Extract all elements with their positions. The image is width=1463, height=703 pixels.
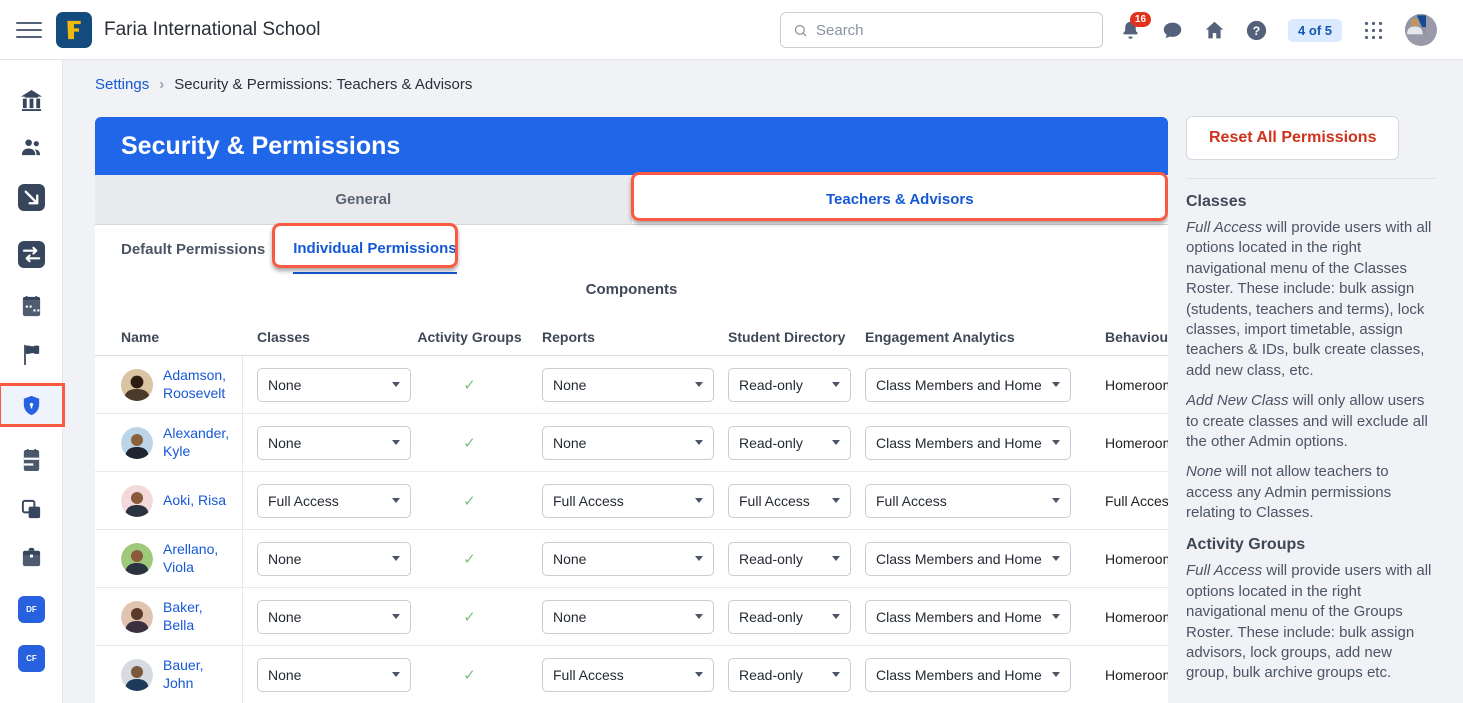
svg-text:?: ? xyxy=(1253,23,1260,37)
